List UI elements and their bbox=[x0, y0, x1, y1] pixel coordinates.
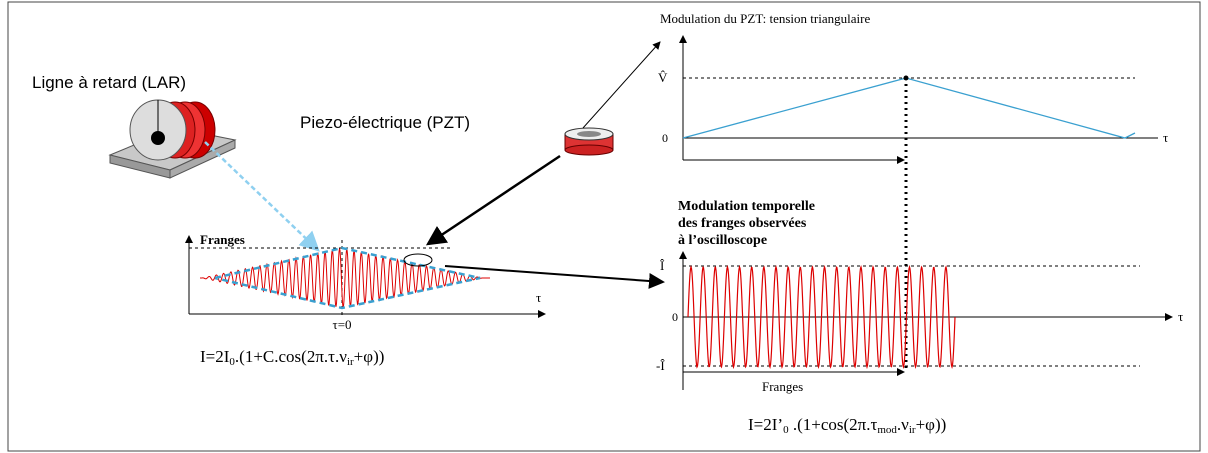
scope-title: à l’oscilloscope bbox=[678, 233, 767, 248]
y-label: 0 bbox=[662, 131, 668, 145]
formula: I=2I0.(1+C.cos(2π.τ.νir+φ)) bbox=[200, 347, 384, 368]
triangle-wave bbox=[683, 78, 1135, 138]
x-label: τ bbox=[1163, 130, 1168, 145]
formula: I=2I’0 .(1+cos(2π.τmod.νir+φ)) bbox=[748, 415, 946, 436]
span-label: Franges bbox=[762, 379, 803, 394]
highlight bbox=[404, 254, 432, 266]
formula-part: +φ)) bbox=[916, 415, 947, 434]
formula-part: I=2I’ bbox=[748, 415, 783, 434]
frame bbox=[8, 2, 1200, 451]
connector bbox=[583, 42, 660, 128]
diagram: Ligne à retard (LAR) Piezo-électrique (P… bbox=[0, 0, 1208, 453]
scope-title: des franges observées bbox=[678, 216, 807, 231]
y-label: 0 bbox=[672, 310, 678, 324]
y-label: Franges bbox=[200, 232, 245, 247]
delay-line-label: Ligne à retard (LAR) bbox=[32, 73, 186, 92]
y-label: -Î bbox=[656, 358, 665, 373]
pzt-title: Modulation du PZT: tension triangulaire bbox=[660, 11, 870, 26]
piezo-icon bbox=[565, 128, 613, 155]
x-label: τ bbox=[1178, 309, 1183, 324]
x-label: τ bbox=[536, 290, 541, 305]
formula-part: I=2I bbox=[200, 347, 230, 366]
scope-title: Modulation temporelle bbox=[678, 199, 815, 214]
y-label: V̂ bbox=[658, 70, 668, 85]
piezo-label: Piezo-électrique (PZT) bbox=[300, 113, 470, 132]
formula-part: .(1+cos(2π.τ bbox=[789, 415, 878, 434]
formula-part: .ν bbox=[897, 415, 909, 434]
connector bbox=[428, 156, 560, 244]
center-label: τ=0 bbox=[332, 317, 351, 332]
formula-part: mod bbox=[877, 424, 897, 436]
formula-part: +φ)) bbox=[354, 347, 385, 366]
y-label: Î bbox=[660, 258, 665, 273]
delay-line-icon bbox=[110, 100, 235, 178]
formula-part: .(1+C.cos(2π.τ.ν bbox=[235, 347, 347, 366]
fringe-wave bbox=[200, 249, 490, 308]
